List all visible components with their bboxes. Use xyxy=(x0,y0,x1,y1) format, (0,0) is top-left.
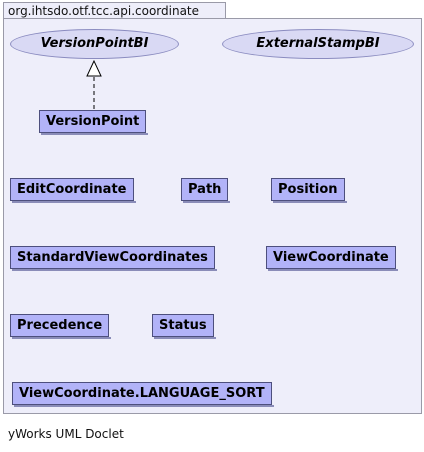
class-editcoordinate[interactable]: EditCoordinate xyxy=(10,178,135,203)
package-body xyxy=(3,18,422,414)
interface-versionpointbi[interactable]: VersionPointBI xyxy=(10,29,179,59)
class-path[interactable]: Path xyxy=(181,178,231,203)
footer-text: yWorks UML Doclet xyxy=(8,427,124,441)
class-position[interactable]: Position xyxy=(271,178,347,203)
class-viewcoordinate[interactable]: ViewCoordinate xyxy=(266,246,398,271)
package-name: org.ihtsdo.otf.tcc.api.coordinate xyxy=(8,4,200,18)
package-tab: org.ihtsdo.otf.tcc.api.coordinate xyxy=(3,2,226,19)
class-standardviewcoordinates[interactable]: StandardViewCoordinates xyxy=(10,246,217,271)
class-viewcoordinate-language-sort[interactable]: ViewCoordinate.LANGUAGE_SORT xyxy=(12,382,274,407)
interface-externalstampbi[interactable]: ExternalStampBI xyxy=(222,29,414,59)
class-precedence[interactable]: Precedence xyxy=(10,314,112,339)
class-versionpoint[interactable]: VersionPoint xyxy=(39,110,149,135)
class-status[interactable]: Status xyxy=(152,314,216,339)
